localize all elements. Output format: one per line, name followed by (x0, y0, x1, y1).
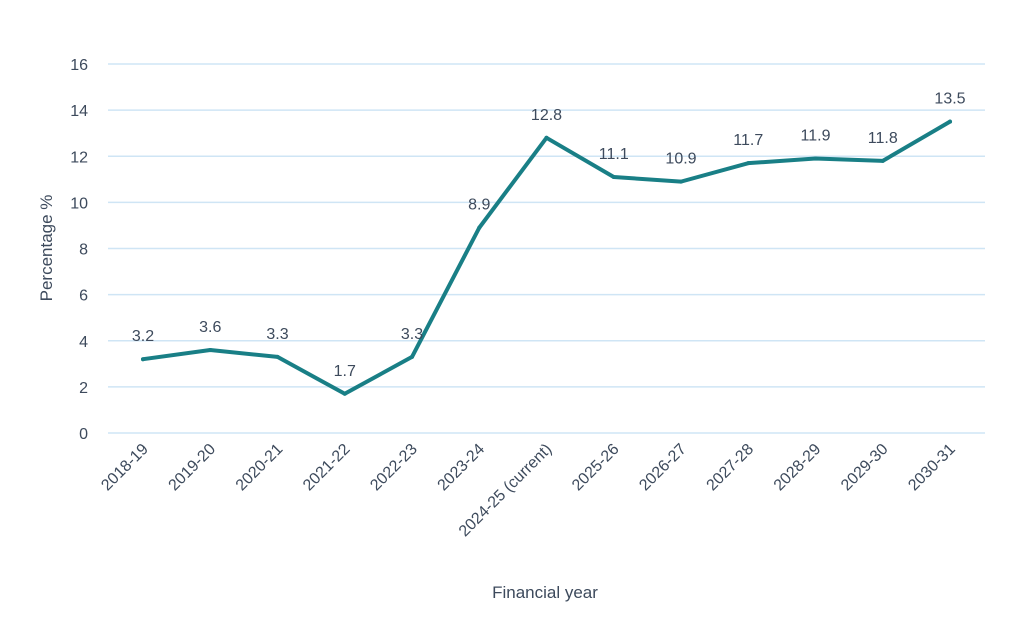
y-tick-label: 14 (70, 103, 88, 120)
data-point (746, 161, 751, 166)
x-tick-label: 2018-19 (98, 441, 152, 495)
data-label: 3.3 (401, 326, 423, 343)
y-axis-title: Percentage % (37, 195, 56, 302)
data-label: 10.9 (665, 151, 696, 168)
y-tick-label: 10 (70, 195, 88, 212)
data-label: 11.9 (801, 128, 831, 145)
y-tick-label: 0 (79, 426, 88, 443)
y-axis-ticks: 0 2 4 6 8 10 12 14 16 (70, 57, 88, 443)
x-tick-label: 2027-28 (704, 441, 758, 495)
x-tick-label: 2030-31 (905, 441, 959, 495)
y-tick-label: 4 (79, 334, 88, 351)
x-tick-label: 2021-22 (300, 441, 354, 495)
data-label: 3.3 (266, 326, 288, 343)
x-tick-label: 2022-23 (367, 441, 421, 495)
data-label: 12.8 (531, 107, 562, 124)
y-tick-label: 2 (79, 380, 88, 397)
data-label: 8.9 (468, 197, 490, 214)
series-line (141, 119, 952, 396)
y-tick-label: 16 (70, 57, 88, 74)
x-axis-ticks: 2018-19 2019-20 2020-21 2021-22 2022-23 2023-… (98, 441, 959, 541)
x-tick-label: 2020-21 (233, 441, 287, 495)
x-axis-title: Financial year (492, 583, 598, 602)
x-tick-label: 2028-29 (771, 441, 825, 495)
data-label: 3.2 (132, 328, 154, 345)
data-label: 11.1 (599, 146, 629, 163)
data-point (544, 135, 549, 140)
data-point (611, 175, 616, 180)
data-point (342, 391, 347, 396)
data-point (813, 156, 818, 161)
x-tick-label: 2029-30 (838, 441, 892, 495)
data-point (679, 179, 683, 184)
data-point (948, 119, 952, 124)
data-label: 13.5 (934, 91, 965, 108)
gridlines (108, 63, 985, 434)
data-labels: 3.2 3.6 3.3 1.7 3.3 8.9 12.8 11.1 10.9 11.7 11.9 11… (132, 91, 966, 380)
data-point (880, 158, 885, 163)
data-label: 3.6 (199, 319, 221, 336)
x-tick-label: 2023-24 (435, 441, 489, 495)
y-tick-label: 12 (70, 149, 88, 166)
data-point (275, 354, 280, 359)
x-tick-label: 2025-26 (569, 441, 623, 495)
data-label: 11.8 (868, 130, 898, 147)
x-tick-label: 2026-27 (636, 441, 690, 495)
series-layer (141, 119, 952, 396)
data-point (141, 357, 145, 362)
data-point (477, 225, 482, 230)
data-point (208, 347, 213, 352)
y-tick-label: 8 (79, 242, 88, 259)
data-point (410, 354, 414, 359)
x-tick-label: 2019-20 (166, 441, 220, 495)
data-label: 11.7 (733, 132, 763, 149)
data-label: 1.7 (334, 363, 356, 380)
y-tick-label: 6 (79, 288, 88, 305)
